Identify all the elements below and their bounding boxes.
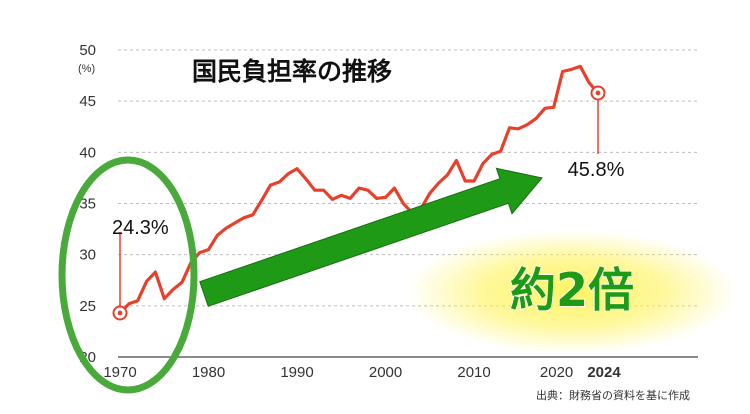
series-line	[118, 64, 600, 315]
trend-arrow	[199, 167, 543, 307]
y-tick-label: 50	[79, 42, 96, 59]
chart-title: 国民負担率の推移	[192, 57, 392, 86]
highlight-ellipse	[58, 156, 198, 394]
annotation-marker-dot	[595, 90, 601, 96]
x-tick-label: 2024	[587, 364, 621, 381]
x-tick-label: 1970	[103, 364, 136, 381]
y-tick-label: 25	[79, 298, 96, 315]
x-tick-label: 1990	[280, 364, 313, 381]
annotations: 24.3% 45.8%	[112, 85, 625, 321]
y-tick-label: 40	[79, 144, 96, 161]
annotation-label: 45.8%	[568, 159, 625, 181]
series-layer	[118, 64, 600, 315]
source-note: 出典：財務省の資料を基に作成	[536, 388, 690, 402]
x-axis-ticks: 1970 1980 1990 2000 2010 2020 2024	[103, 364, 621, 381]
x-tick-label: 2000	[369, 364, 402, 381]
emphasis-glow	[407, 230, 737, 354]
annotation-marker-dot	[117, 310, 123, 316]
y-tick-label: 35	[79, 196, 96, 213]
x-tick-label: 2010	[457, 364, 490, 381]
annotation-label: 24.3%	[112, 217, 169, 239]
y-tick-label: 45	[79, 93, 96, 110]
x-tick-label: 2020	[540, 364, 573, 381]
y-unit-label: (%)	[78, 63, 95, 75]
gridlines	[118, 49, 698, 307]
x-tick-label: 1980	[192, 364, 225, 381]
y-tick-label: 30	[79, 247, 96, 264]
emphasis-label: 約2倍	[510, 263, 634, 317]
